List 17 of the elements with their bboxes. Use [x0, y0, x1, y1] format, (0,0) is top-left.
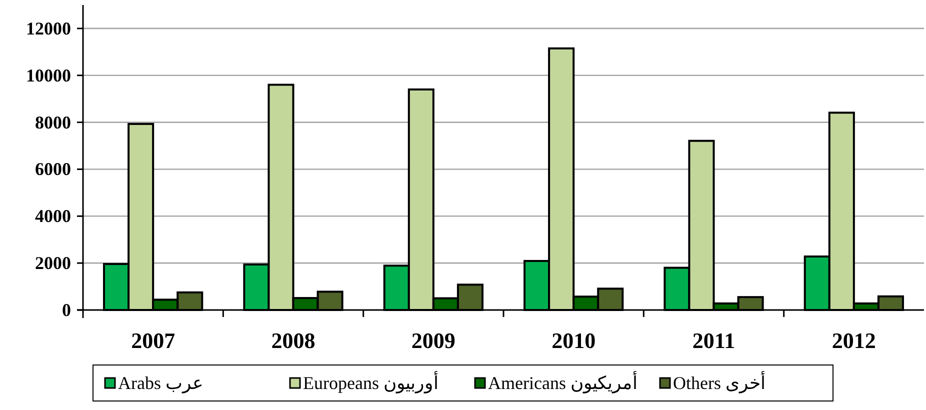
y-tick-label: 6000: [35, 159, 71, 180]
legend-label: Others أخرى: [673, 371, 766, 394]
x-tick-label: 2012: [832, 328, 876, 353]
y-tick-label: 12000: [26, 18, 71, 38]
y-tick-label: 8000: [35, 112, 71, 132]
legend-label: Arabs عرب: [118, 373, 204, 394]
y-tick-label: 0: [62, 300, 71, 320]
y-tick-label: 10000: [26, 65, 71, 86]
y-tick-label: 2000: [35, 253, 71, 274]
x-tick-label: 2011: [692, 328, 736, 353]
legend-label: Americans أمريكيون: [488, 371, 638, 394]
x-tick-label: 2010: [552, 328, 596, 353]
x-tick-label: 2008: [271, 328, 316, 353]
x-tick-label: 2009: [411, 328, 456, 353]
y-tick-label: 4000: [35, 206, 71, 226]
legend-label: Europeans أوربيون: [303, 371, 438, 394]
x-tick-label: 2007: [131, 328, 176, 353]
